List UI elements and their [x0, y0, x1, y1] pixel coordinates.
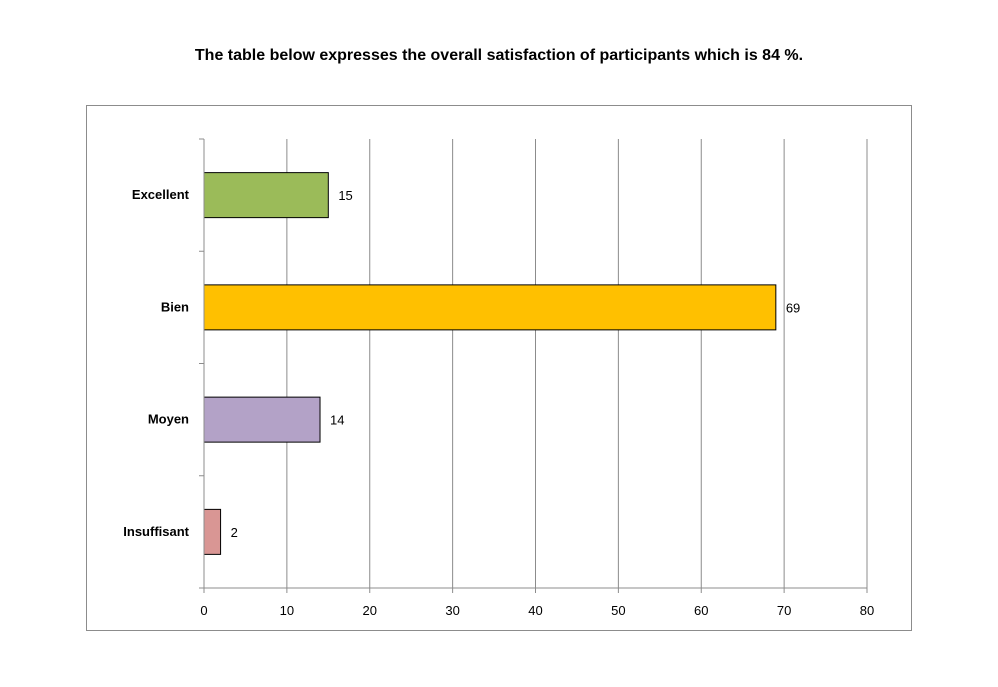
category-label: Bien: [161, 299, 189, 314]
data-label: 69: [786, 300, 800, 315]
data-label: 14: [330, 413, 344, 428]
x-tick-label: 60: [694, 603, 708, 618]
gridlines: [286, 139, 868, 588]
x-tick-label: 80: [860, 603, 874, 618]
x-tick-label: 30: [445, 603, 459, 618]
x-tick-label: 40: [528, 603, 542, 618]
bars: [203, 172, 777, 555]
bar-bien: [203, 284, 777, 331]
axes: [199, 138, 868, 593]
bar-insuffisant: [203, 508, 222, 555]
x-tick-label: 10: [280, 603, 294, 618]
bar-moyen: [203, 396, 321, 443]
labels: 0 10 20 30 40 50 60 70 80 Excellent 15 Bien 69 Moyen 1…: [123, 187, 874, 618]
category-label: Moyen: [148, 412, 189, 427]
bar-excellent: [203, 172, 329, 219]
x-tick-label: 0: [200, 603, 207, 618]
x-tick-label: 50: [611, 603, 625, 618]
data-label: 15: [338, 188, 352, 203]
x-tick-label: 70: [777, 603, 791, 618]
category-label: Insuffisant: [123, 524, 189, 539]
chart-title: The table below expresses the overall sa…: [194, 47, 804, 64]
x-tick-label: 20: [363, 603, 377, 618]
data-label: 2: [231, 525, 238, 540]
category-label: Excellent: [132, 187, 190, 202]
chart-area: [86, 105, 912, 631]
